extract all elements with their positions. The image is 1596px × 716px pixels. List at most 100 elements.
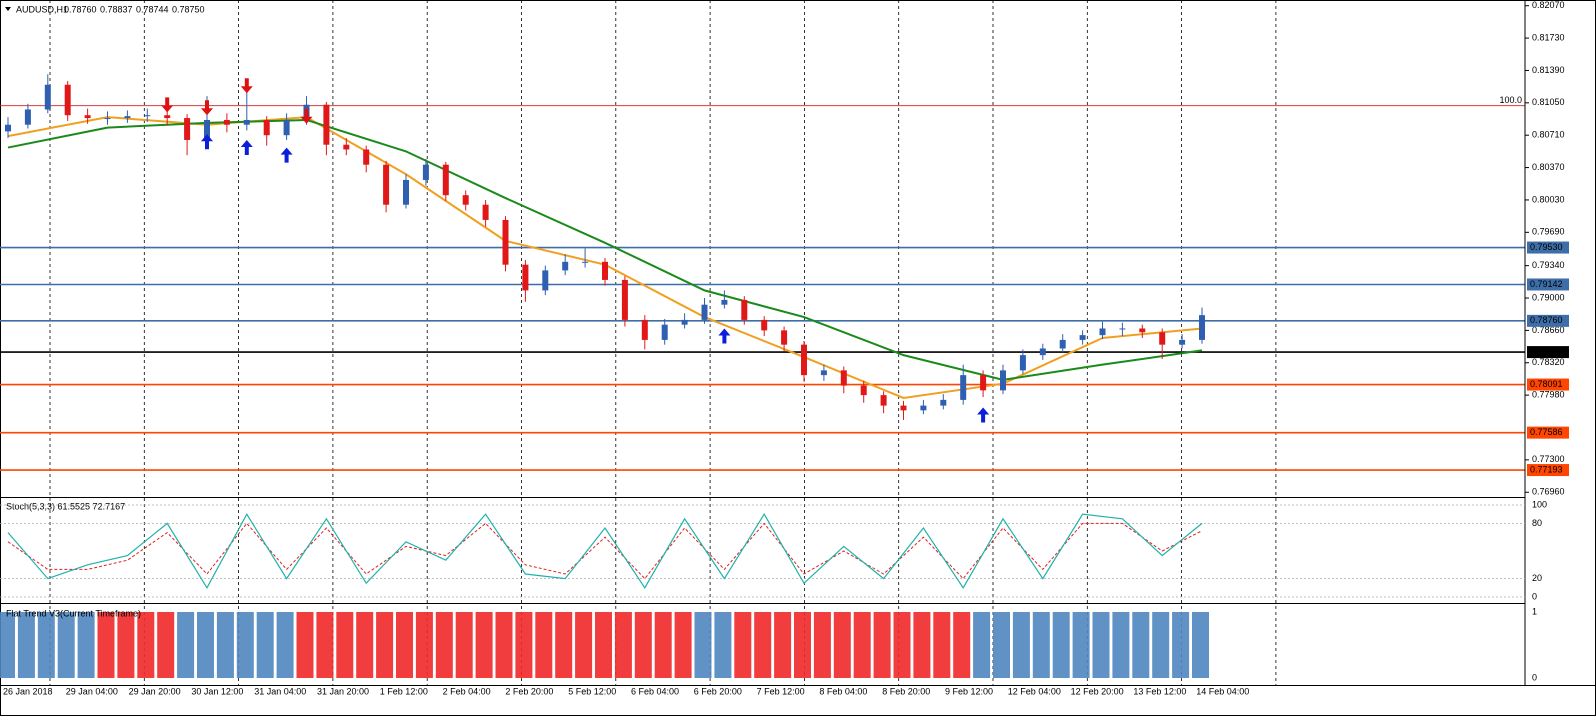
x-tick-label: 7 Feb 12:00 — [757, 686, 805, 696]
signal-arrow — [201, 134, 213, 150]
trend-bar — [575, 612, 593, 678]
candle-body — [1099, 328, 1106, 336]
menu-triangle — [5, 7, 11, 11]
candle-body — [243, 119, 250, 125]
candle-body — [741, 299, 748, 320]
candle-body — [880, 395, 887, 406]
x-tick-label: 2 Feb 20:00 — [505, 686, 553, 696]
candle-body — [621, 279, 628, 320]
trend-bar — [296, 612, 314, 678]
trend-bar — [933, 612, 951, 678]
y-tick-label: 0.81390 — [1532, 65, 1565, 75]
level-label: 0.77586 — [1530, 427, 1563, 437]
candle-body — [502, 219, 509, 265]
y-tick-label: 0.80030 — [1532, 194, 1565, 204]
trend-bar — [1152, 612, 1170, 678]
x-tick-label: 1 Feb 12:00 — [380, 686, 428, 696]
candle-body — [701, 304, 708, 320]
x-tick-label: 12 Feb 04:00 — [1008, 686, 1061, 696]
level-label: 0.77193 — [1530, 464, 1563, 474]
stoch-tick-label: 100 — [1532, 499, 1547, 509]
level-label: 0.78432 — [1530, 346, 1563, 356]
signal-arrow — [300, 108, 313, 124]
candle-body — [124, 116, 131, 119]
flat-trend-title: Flat Trend V3(Current Timeframe) — [6, 608, 141, 618]
trend-bar — [1052, 612, 1070, 678]
x-tick-label: 6 Feb 04:00 — [631, 686, 679, 696]
fib-level: 100.0 — [1499, 95, 1522, 105]
trend-bar — [495, 612, 513, 678]
candle-body — [64, 84, 71, 116]
candle-body — [661, 324, 668, 340]
trend-bar — [1132, 612, 1150, 678]
candle-body — [184, 118, 191, 140]
quote: 0.78837 — [100, 4, 133, 14]
x-tick-label: 8 Feb 20:00 — [882, 686, 930, 696]
x-tick-label: 31 Jan 20:00 — [317, 686, 369, 696]
x-tick-label: 12 Feb 20:00 — [1071, 686, 1124, 696]
trend-bar — [97, 612, 115, 678]
signal-arrow — [240, 139, 253, 155]
level-label-box — [1527, 241, 1569, 254]
level-label-box — [1527, 314, 1569, 327]
trend-bar — [794, 612, 811, 678]
candle-body — [761, 319, 768, 331]
trend-bar — [336, 612, 354, 678]
trend-bar — [893, 612, 911, 678]
candle-body — [323, 104, 330, 145]
y-tick-label: 0.78320 — [1532, 357, 1565, 367]
stoch-signal — [7, 522, 1203, 580]
trend-bar — [873, 612, 891, 678]
y-tick-label: 0.79000 — [1532, 292, 1565, 302]
trend-bar — [276, 612, 294, 678]
x-tick-label: 31 Jan 04:00 — [254, 686, 306, 696]
x-tick-label: 26 Jan 2018 — [3, 686, 53, 696]
trend-bar — [535, 612, 553, 678]
trend-bar — [634, 612, 652, 678]
quote: 0.78750 — [172, 4, 205, 14]
level-label: 0.78091 — [1530, 379, 1563, 389]
symbol: AUDUSD,H1 — [16, 4, 68, 14]
level-label-box — [1527, 378, 1569, 391]
trend-bar — [754, 612, 772, 678]
trend-bar — [674, 612, 692, 678]
trend-bar — [316, 612, 334, 678]
candle-body — [1000, 370, 1006, 391]
level-label: 0.79142 — [1530, 279, 1563, 289]
candle-body — [1139, 328, 1146, 333]
trend-bar — [77, 612, 95, 678]
trend-bar — [0, 612, 15, 678]
level-label-box — [1527, 464, 1569, 477]
candle-body — [1199, 315, 1205, 340]
x-tick-label: 8 Feb 04:00 — [819, 686, 867, 696]
trend-bar — [137, 612, 155, 678]
candle-body — [1159, 332, 1166, 345]
trend-bar — [813, 612, 831, 678]
x-tick-label: 30 Jan 12:00 — [191, 686, 243, 696]
flat-tick-label: 1 — [1532, 606, 1537, 616]
trend-bar — [1032, 612, 1050, 678]
candle-body — [840, 370, 847, 386]
trend-bar — [555, 612, 573, 678]
level-label-box — [1527, 278, 1569, 291]
trend-bar — [1112, 612, 1130, 678]
candle-body — [900, 405, 907, 411]
level-label-box — [1527, 346, 1569, 359]
trend-bar — [117, 612, 135, 678]
stoch-title: Stoch(5,3,3) 61.5525 72.7167 — [6, 501, 125, 511]
trend-bar — [396, 612, 413, 678]
trend-bar — [694, 612, 712, 678]
x-tick-label: 29 Jan 04:00 — [66, 686, 118, 696]
candle-body — [522, 264, 529, 291]
trend-bar — [595, 612, 612, 678]
trend-bar — [37, 612, 55, 678]
candle-body — [343, 144, 350, 150]
candle-body — [442, 164, 449, 196]
flat-tick-label: 0 — [1532, 672, 1537, 682]
candle-body — [363, 149, 370, 165]
trend-bar — [1012, 612, 1030, 678]
level-label: 0.78760 — [1530, 315, 1563, 325]
trend-bar — [455, 612, 473, 678]
trend-bar — [993, 612, 1010, 678]
